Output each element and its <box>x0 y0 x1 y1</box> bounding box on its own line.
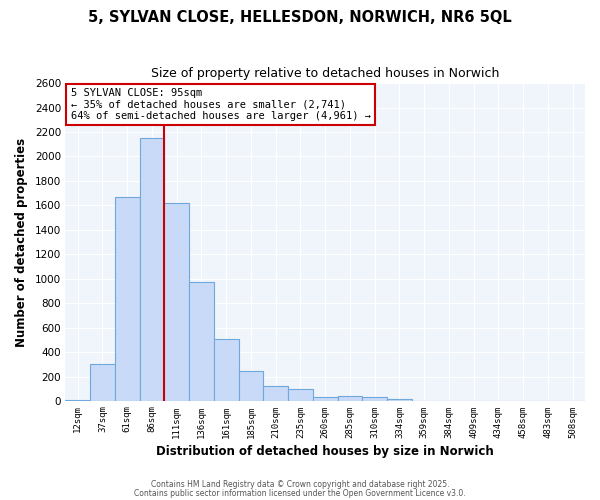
Text: 5 SYLVAN CLOSE: 95sqm
← 35% of detached houses are smaller (2,741)
64% of semi-d: 5 SYLVAN CLOSE: 95sqm ← 35% of detached … <box>71 88 371 121</box>
Bar <box>189 282 214 401</box>
X-axis label: Distribution of detached houses by size in Norwich: Distribution of detached houses by size … <box>157 444 494 458</box>
Text: Contains HM Land Registry data © Crown copyright and database right 2025.: Contains HM Land Registry data © Crown c… <box>151 480 449 489</box>
Bar <box>65 400 90 401</box>
Title: Size of property relative to detached houses in Norwich: Size of property relative to detached ho… <box>151 68 499 80</box>
Bar <box>313 398 338 401</box>
Bar <box>288 389 313 401</box>
Bar <box>115 197 140 401</box>
Bar <box>338 396 362 401</box>
Y-axis label: Number of detached properties: Number of detached properties <box>15 138 28 346</box>
Bar <box>90 364 115 401</box>
Bar <box>214 338 239 401</box>
Bar <box>387 398 412 401</box>
Bar <box>362 398 387 401</box>
Bar <box>263 386 288 401</box>
Text: 5, SYLVAN CLOSE, HELLESDON, NORWICH, NR6 5QL: 5, SYLVAN CLOSE, HELLESDON, NORWICH, NR6… <box>88 10 512 25</box>
Bar <box>239 370 263 401</box>
Bar <box>140 138 164 401</box>
Bar <box>437 400 461 401</box>
Bar <box>164 203 189 401</box>
Text: Contains public sector information licensed under the Open Government Licence v3: Contains public sector information licen… <box>134 488 466 498</box>
Bar <box>412 400 437 401</box>
